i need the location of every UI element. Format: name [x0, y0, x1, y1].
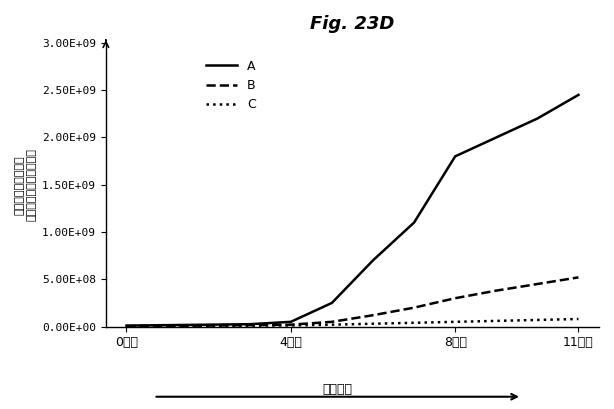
C — [534, 317, 541, 322]
A — [534, 116, 541, 121]
Legend: A, B, C: A, B, C — [201, 55, 261, 116]
C — [410, 320, 418, 325]
Line: C: C — [126, 319, 578, 326]
B — [492, 288, 500, 293]
A — [246, 322, 254, 327]
B — [328, 319, 336, 324]
A — [287, 319, 295, 324]
Y-axis label: 手作業の計数により
評価した生存細胞の全数: 手作業の計数により 評価した生存細胞の全数 — [15, 148, 37, 221]
A — [164, 323, 171, 328]
B — [123, 324, 130, 328]
B — [534, 281, 541, 286]
A — [369, 258, 376, 263]
C — [369, 321, 376, 326]
Line: B: B — [126, 277, 578, 326]
C — [575, 317, 582, 321]
C — [164, 324, 171, 328]
C — [287, 323, 295, 328]
A — [575, 92, 582, 97]
B — [369, 313, 376, 318]
Title: Fig. 23D: Fig. 23D — [310, 15, 395, 33]
C — [492, 319, 500, 324]
B — [205, 323, 212, 328]
A — [410, 220, 418, 225]
Line: A: A — [126, 95, 578, 326]
B — [246, 323, 254, 328]
B — [575, 275, 582, 280]
C — [328, 322, 336, 327]
B — [164, 324, 171, 328]
C — [451, 319, 459, 324]
B — [410, 305, 418, 310]
A — [123, 323, 130, 328]
B — [451, 296, 459, 301]
A — [205, 322, 212, 327]
C — [205, 324, 212, 328]
B — [287, 322, 295, 327]
C — [123, 324, 130, 328]
C — [246, 323, 254, 328]
A — [451, 154, 459, 159]
A — [492, 135, 500, 140]
A — [328, 301, 336, 306]
Text: 培養日数: 培養日数 — [323, 383, 352, 396]
